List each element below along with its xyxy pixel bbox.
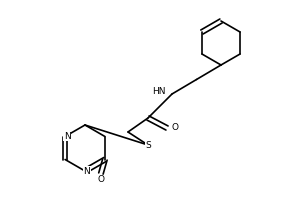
Text: S: S bbox=[145, 140, 151, 150]
Text: O: O bbox=[98, 175, 104, 184]
Text: HN: HN bbox=[152, 88, 166, 97]
Text: O: O bbox=[171, 123, 178, 132]
Text: N: N bbox=[84, 166, 90, 176]
Text: N: N bbox=[64, 132, 70, 141]
